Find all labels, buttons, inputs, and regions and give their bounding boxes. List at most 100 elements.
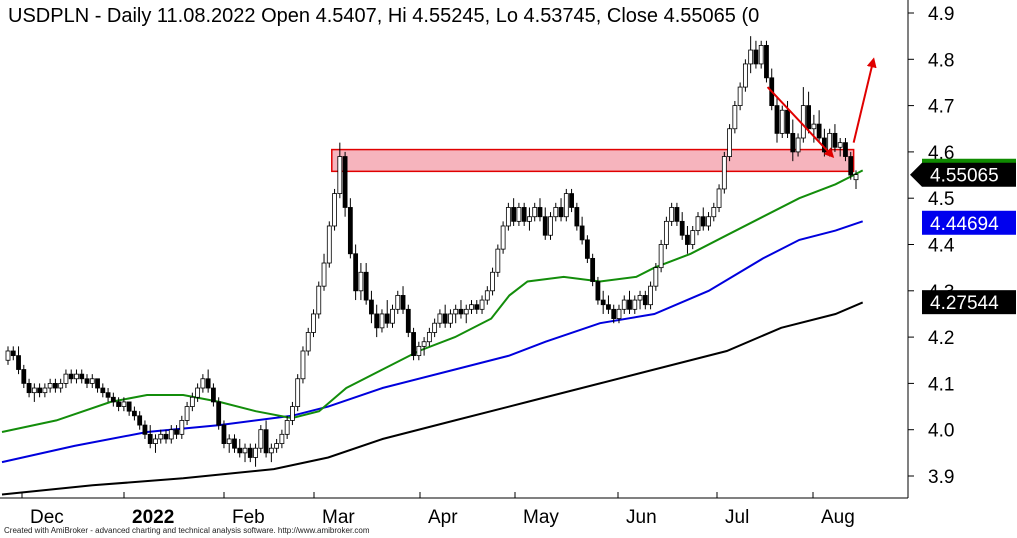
candle-body: [416, 345, 422, 357]
candle-body: [690, 230, 696, 245]
price-label-text: 4.55065: [930, 166, 999, 187]
candle-body: [237, 447, 243, 454]
candle-body: [116, 401, 122, 407]
candle-body: [31, 387, 37, 394]
candle-body: [126, 401, 132, 412]
candle-body: [189, 396, 195, 407]
candle-body: [553, 207, 559, 218]
candle-body: [342, 156, 348, 208]
candle-body: [232, 438, 237, 449]
candle-body: [674, 207, 680, 222]
up-arrow: [852, 57, 877, 143]
candle-body: [395, 295, 401, 310]
candle-body: [642, 295, 648, 306]
candle-body: [816, 123, 822, 139]
candle-body: [321, 262, 327, 287]
x-tick-label: 2022: [132, 507, 174, 528]
candle-body: [421, 341, 427, 347]
candle-body: [811, 123, 817, 130]
candle-body: [716, 188, 722, 208]
candle-body: [669, 207, 675, 222]
candle-body: [437, 313, 443, 324]
y-tick-label: 4.2: [928, 328, 954, 349]
candle-body: [774, 105, 780, 134]
candle-body: [679, 220, 685, 236]
candle-body: [411, 332, 416, 357]
candle-body: [79, 373, 85, 380]
candle-body: [242, 447, 248, 454]
price-label-text: 4.44694: [930, 214, 999, 235]
candle-body: [53, 382, 58, 389]
candle-body: [685, 234, 690, 245]
candle-body: [100, 387, 106, 394]
candle-body: [542, 216, 548, 236]
price-label-box: [922, 290, 1016, 315]
candle-body: [258, 429, 264, 449]
y-tick-label: 4.8: [928, 50, 954, 71]
candle-body: [163, 433, 169, 440]
candle-body: [748, 49, 754, 65]
candle-body: [216, 401, 222, 426]
candle-body: [700, 216, 706, 227]
candles-layer: [5, 36, 859, 467]
resistance-zone: [331, 148, 855, 173]
candle-body: [74, 373, 79, 380]
ma-green-line: [1, 169, 864, 433]
candle-body: [347, 207, 353, 255]
candle-body: [16, 355, 21, 370]
price-label: 4.55065: [910, 162, 1016, 187]
candle-body: [606, 304, 611, 310]
candle-body: [137, 415, 143, 426]
candle-body: [600, 299, 606, 306]
candle-body: [369, 299, 374, 315]
candle-body: [827, 132, 833, 153]
credit-text: Created with AmiBroker - advanced charti…: [4, 526, 370, 535]
candle-body: [458, 308, 464, 315]
candle-body: [426, 332, 432, 343]
candle-body: [785, 109, 790, 134]
candle-body: [764, 45, 769, 79]
candle-body: [195, 387, 201, 398]
candle-body: [532, 207, 538, 218]
y-tick-label: 3.9: [928, 467, 954, 488]
candle-body: [379, 313, 385, 329]
candle-body: [10, 350, 16, 357]
candle-body: [511, 207, 517, 222]
candle-body: [221, 424, 227, 444]
candle-body: [42, 387, 48, 394]
y-tick-label: 4.1: [928, 374, 954, 395]
candle-body: [563, 193, 569, 218]
x-tick-label: May: [523, 507, 559, 528]
candle-body: [84, 378, 90, 384]
candle-body: [463, 308, 469, 315]
candle-body: [490, 271, 495, 292]
candle-body: [727, 128, 732, 157]
candle-body: [316, 285, 322, 315]
y-tick-label: 4.5: [928, 189, 954, 210]
candle-body: [89, 378, 95, 384]
candle-body: [68, 373, 74, 380]
candle-body: [574, 207, 580, 227]
x-tick-label: Jul: [725, 507, 749, 528]
candle-body: [584, 239, 590, 259]
candle-body: [548, 216, 553, 236]
candle-body: [153, 438, 158, 444]
x-tick-label: Dec: [30, 507, 64, 528]
candle-body: [405, 308, 411, 333]
candle-body: [484, 290, 490, 301]
candle-body: [695, 216, 701, 232]
candle-body: [758, 45, 764, 65]
candle-body: [558, 207, 564, 218]
candle-body: [247, 447, 253, 458]
candle-body: [142, 424, 148, 435]
price-label-box: [922, 210, 1016, 235]
resistance-zone-layer: [331, 148, 855, 173]
candle-body: [469, 304, 474, 310]
candle-body: [737, 86, 743, 107]
candle-body: [95, 378, 100, 389]
candle-body: [448, 313, 453, 324]
candle-body: [26, 382, 32, 394]
candle-body: [790, 132, 796, 153]
candle-body: [400, 295, 406, 310]
price-label-box: [910, 162, 1016, 187]
